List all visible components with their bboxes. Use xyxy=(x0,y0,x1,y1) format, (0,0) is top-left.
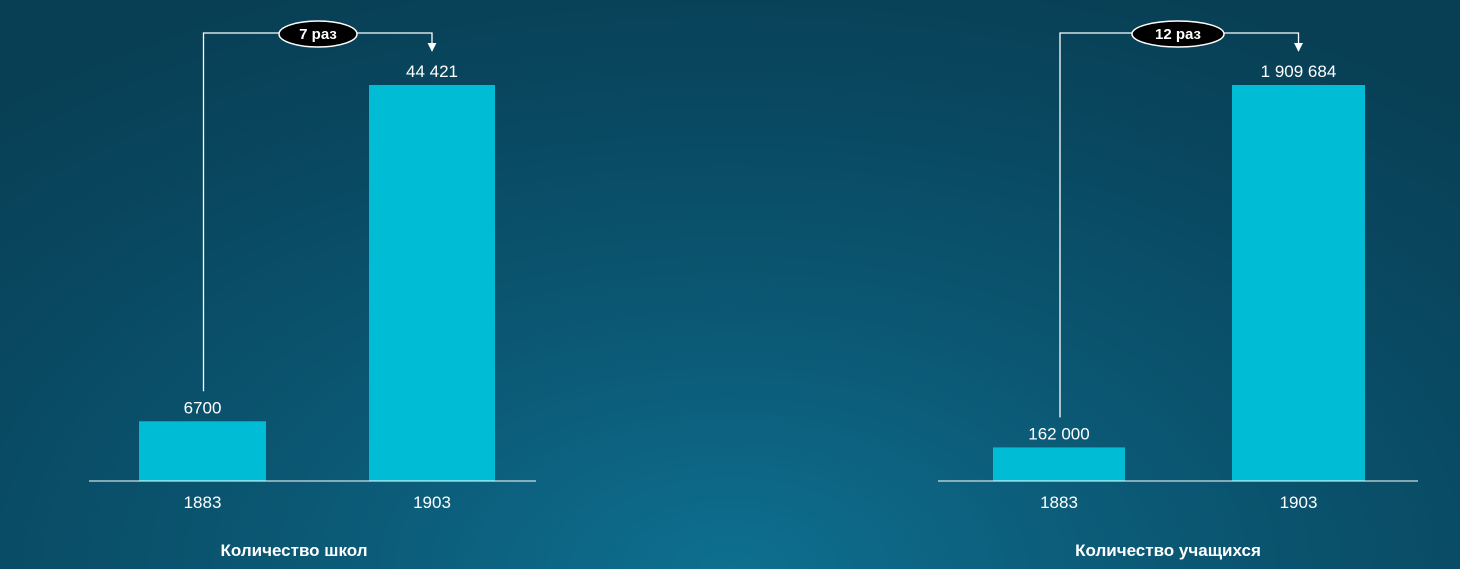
schools-bar-1903 xyxy=(369,85,495,481)
students-value-label-1883: 162 000 xyxy=(1028,424,1089,443)
students-bar-1883 xyxy=(993,447,1125,481)
students-bar-1903 xyxy=(1232,85,1365,481)
schools-tick-label-1903: 1903 xyxy=(413,493,451,512)
students-growth-badge-label: 12 раз xyxy=(1155,26,1201,43)
schools-growth-badge-label: 7 раз xyxy=(299,26,337,43)
schools-value-label-1883: 6700 xyxy=(184,398,222,417)
students-growth-badge xyxy=(1131,20,1225,48)
schools-growth-badge xyxy=(278,20,358,48)
students-chart-title: Количество учащихся xyxy=(1075,541,1261,560)
schools-tick-label-1883: 1883 xyxy=(184,493,222,512)
students-tick-label-1883: 1883 xyxy=(1040,493,1078,512)
schools-chart-title: Количество школ xyxy=(220,541,367,560)
schools-value-label-1903: 44 421 xyxy=(406,62,458,81)
students-tick-label-1903: 1903 xyxy=(1280,493,1318,512)
schools-bar-1883 xyxy=(139,421,266,481)
students-value-label-1903: 1 909 684 xyxy=(1261,62,1337,81)
